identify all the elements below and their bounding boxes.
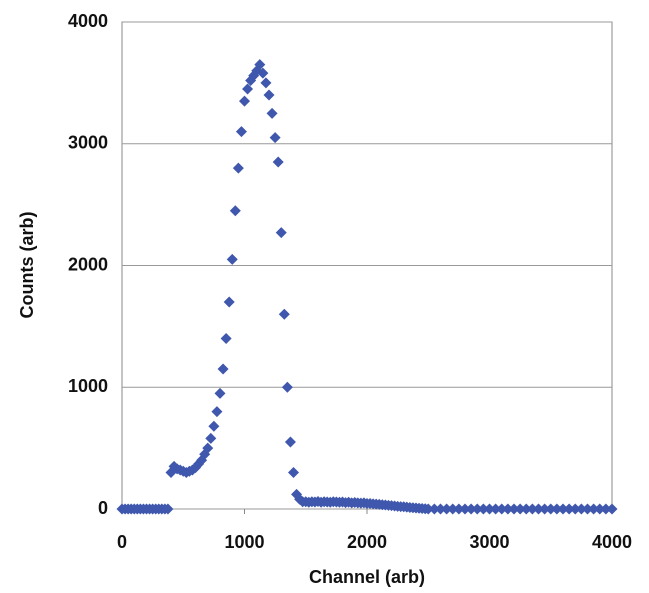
point [284,436,296,448]
point [220,333,232,345]
point [275,227,287,239]
point [428,503,440,515]
point [217,363,229,375]
x-tick-label: 3000 [469,532,509,552]
x-axis-label: Channel (arb) [309,567,425,587]
point [205,432,217,444]
point [435,503,446,515]
point [223,296,235,308]
point [594,503,606,515]
point [465,503,477,515]
point [520,503,532,515]
x-tick-label: 2000 [347,532,387,552]
y-tick-label: 4000 [68,11,108,31]
point [281,381,293,393]
point [232,162,244,174]
point [490,503,502,515]
point [539,503,551,515]
point [272,156,284,168]
point [453,503,465,515]
point [202,442,214,454]
point [514,503,526,515]
point [269,132,281,144]
point [162,503,174,515]
y-tick-label: 2000 [68,254,108,274]
point [582,503,593,515]
point [260,77,272,89]
point [557,503,569,515]
point [447,503,459,515]
point [266,107,278,119]
point [208,420,220,432]
point [214,387,226,399]
point [239,95,250,107]
point [502,503,514,515]
x-tick-label: 4000 [592,532,632,552]
point [254,59,266,71]
point [211,406,223,418]
point [575,503,587,515]
point [229,205,241,217]
y-tick-label: 3000 [68,133,108,153]
point [496,503,508,515]
point [278,308,290,320]
point [257,67,269,79]
point [606,503,618,515]
x-tick-label: 1000 [224,532,264,552]
point [459,503,471,515]
point [226,253,238,265]
point [533,503,544,515]
point [484,503,495,515]
y-axis-label: Counts (arb) [17,212,37,319]
point [477,503,489,515]
point [569,503,581,515]
point [545,503,557,515]
point [235,126,247,138]
point [242,83,254,95]
point [508,503,520,515]
point [551,503,563,515]
point [600,503,612,515]
y-tick-label: 0 [98,498,108,518]
point [441,503,453,515]
point [288,466,299,478]
point [563,503,575,515]
point [422,503,434,515]
y-tick-label: 1000 [68,376,108,396]
point [471,503,483,515]
x-tick-label: 0 [117,532,127,552]
point [526,503,538,515]
point [263,89,275,101]
point [588,503,600,515]
